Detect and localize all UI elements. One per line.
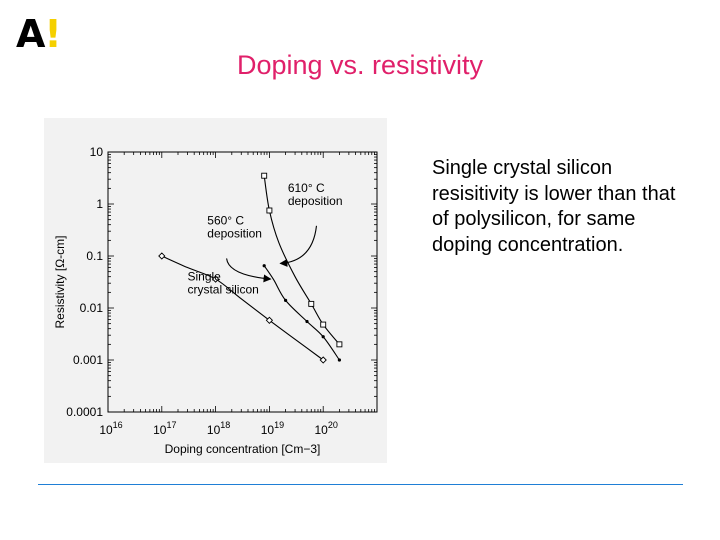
y-tick-label: 0.0001 [66,405,103,419]
logo: A! [16,12,62,56]
annotation-arrow [226,258,272,283]
data-point-dot [305,319,309,324]
series-1-line [161,255,324,361]
resistivity-chart: 1016 1017 1018 1019 1020 10 1 0.1 0.01 0.001 0.000… [53,145,378,456]
data-point-dot [283,298,288,303]
y-tick-label: 0.01 [80,301,104,315]
x-tick-label: 1016 [99,420,122,437]
annotation-arrow [279,225,318,267]
data-point-diamond [211,275,220,283]
data-point-dot [262,264,266,268]
logo-mark: ! [44,12,61,56]
logo-letter: A [16,12,45,56]
plot-frame [107,151,378,413]
x-tick-label: 1017 [153,420,176,437]
x-tick-label: 1020 [315,420,338,437]
data-point-square [266,207,273,214]
data-point-dot [337,358,341,362]
data-point-square [336,341,343,348]
data-point-square [261,172,268,179]
y-tick-label: 0.1 [86,249,103,263]
y-tick-label: 1 [96,197,103,211]
x-tick-label: 1018 [207,420,230,437]
annotation-label: Single crystal silicon [187,269,258,296]
data-point-dot [321,335,325,339]
x-tick-label: 1019 [261,420,284,437]
body-text: Single crystal silicon resisitivity is l… [432,157,676,256]
y-tick-label: 0.001 [73,353,103,367]
slide-title: Doping vs. resistivity [236,50,484,80]
data-point-square [320,321,327,328]
y-axis-label: Resistivity [Ω-cm] [53,236,67,329]
data-point-diamond [265,316,274,324]
x-axis-label: Doping concentration [Cm−3] [165,442,321,456]
series-2-line [263,265,340,361]
data-point-diamond [158,252,166,260]
y-tick-label: 10 [90,145,104,159]
chart-panel: 1016 1017 1018 1019 1020 10 1 0.1 0.01 0.001 0.000… [44,118,387,463]
divider-line [38,484,683,485]
data-point-square [308,300,315,307]
data-point-diamond [319,356,327,364]
